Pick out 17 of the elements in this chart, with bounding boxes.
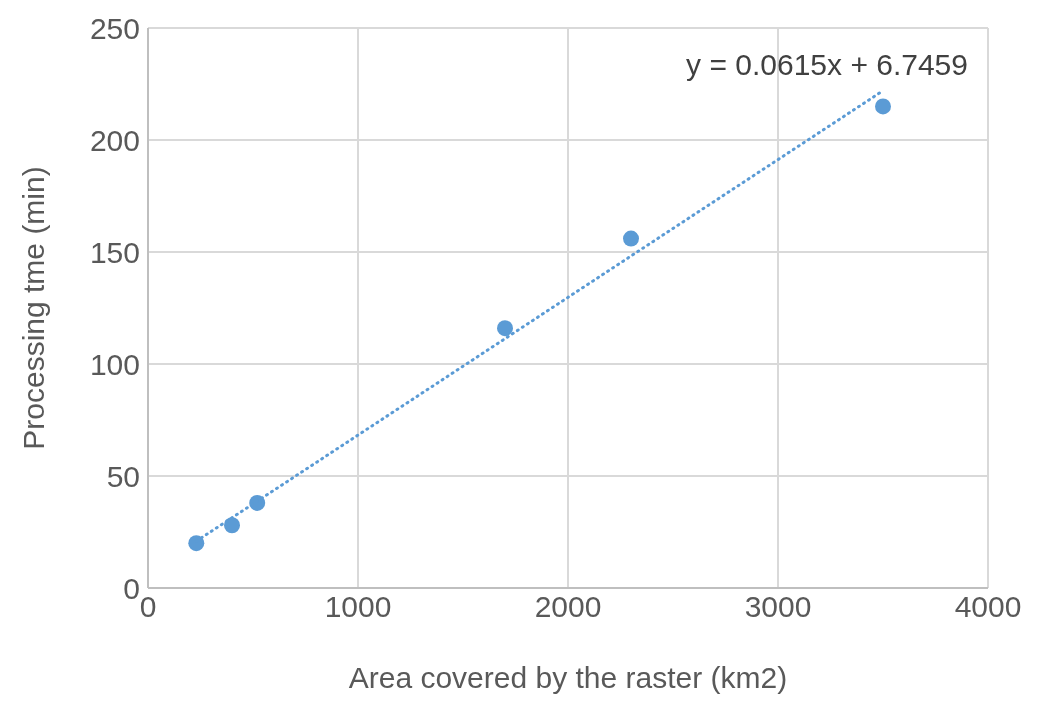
x-tick-label: 2000 <box>534 590 602 624</box>
point <box>497 320 513 337</box>
point <box>188 535 205 552</box>
x-tick-label: 3000 <box>744 590 812 624</box>
y-tick-label: 100 <box>89 347 140 381</box>
x-tick-label: 4000 <box>954 590 1022 624</box>
x-axis-title: Area covered by the raster (km2) <box>348 661 788 694</box>
y-tick-label: 250 <box>89 11 140 45</box>
point <box>875 98 891 115</box>
x-tick-label: 1000 <box>324 590 392 624</box>
point <box>224 517 240 534</box>
y-tick-label: 50 <box>106 459 140 493</box>
point <box>623 230 639 247</box>
annotation: y = 0.0615x + 6.7459 <box>686 48 968 82</box>
y-tick-label: 200 <box>89 123 140 157</box>
y-axis-title: Processing tme (min) <box>16 166 50 450</box>
y-tick-label: 150 <box>89 235 140 269</box>
